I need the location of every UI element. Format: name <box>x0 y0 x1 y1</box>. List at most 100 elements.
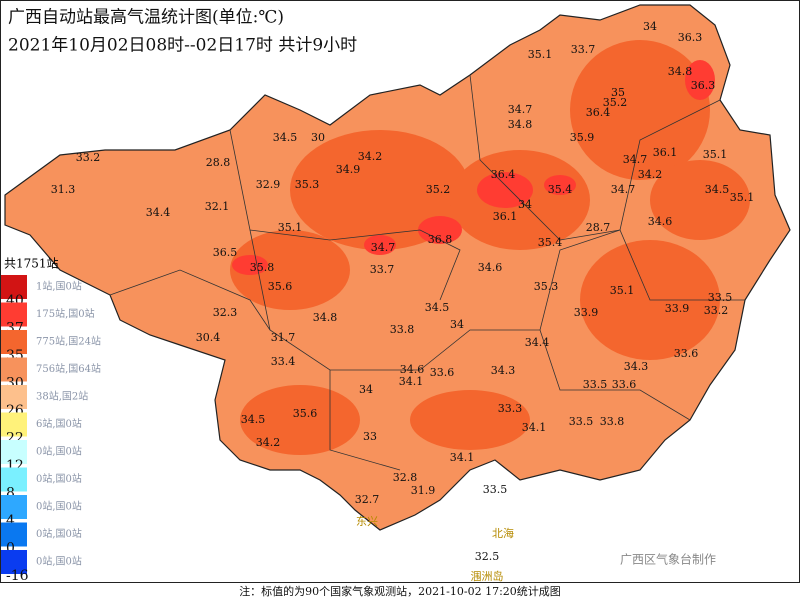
station-value: 32.9 <box>256 178 281 191</box>
legend-swatch <box>1 467 27 492</box>
station-value: 33.9 <box>665 302 690 315</box>
maker: 广西区气象台制作 <box>620 552 716 567</box>
station-value: 34.2 <box>638 168 663 181</box>
station-value: 34.1 <box>399 375 424 388</box>
legend-swatch <box>1 440 27 464</box>
legend-swatch <box>1 385 27 409</box>
legend-count: 6站,国0站 <box>36 417 82 430</box>
legend-swatch <box>1 550 27 574</box>
legend-count: 0站,国0站 <box>36 472 82 485</box>
station-value: 34.6 <box>400 363 425 376</box>
legend-swatch <box>1 357 27 382</box>
station-value: 30.4 <box>196 331 221 344</box>
station-value: 35.8 <box>250 261 275 274</box>
legend-swatch <box>1 275 27 299</box>
map-subtitle: 2021年10月02日08时--02日17时 共计9小时 <box>8 36 357 56</box>
legend-swatch <box>1 330 27 354</box>
station-value: 34.2 <box>358 150 383 163</box>
station-value: 34.6 <box>478 261 503 274</box>
footer-note: 注：标值的为90个国家气象观测站，2021-10-02 17:20统计成图 <box>239 584 561 598</box>
station-value: 36.5 <box>213 246 238 259</box>
legend-swatch <box>1 495 27 519</box>
station-value: 35.4 <box>538 236 563 249</box>
legend-swatch <box>1 522 27 547</box>
station-value: 34.8 <box>313 311 338 324</box>
station-value: 35.6 <box>268 280 293 293</box>
station-value: 28.8 <box>206 156 231 169</box>
station-value: 34.7 <box>623 153 648 166</box>
station-value: 35.2 <box>603 96 628 109</box>
station-value: 34.7 <box>371 241 396 254</box>
station-value: 35.1 <box>730 191 755 204</box>
station-value: 35.9 <box>570 131 595 144</box>
station-value: 34.8 <box>668 65 693 78</box>
station-value: 35 <box>611 86 625 99</box>
station-value: 34.5 <box>241 413 266 426</box>
station-value: 34.4 <box>146 206 171 219</box>
hot-areas <box>230 40 750 455</box>
station-value: 33.2 <box>76 151 101 164</box>
legend-count: 0站,国0站 <box>36 527 82 540</box>
place-name: 涠洲岛 <box>471 569 504 583</box>
station-value: 34 <box>359 383 373 396</box>
station-value: 34 <box>450 318 464 331</box>
station-value: 36.4 <box>586 106 611 119</box>
station-value: 30 <box>311 131 325 144</box>
station-value: 31.7 <box>271 331 296 344</box>
legend-count: 38站,国2站 <box>36 390 88 403</box>
legend-count: 756站,国64站 <box>36 362 101 375</box>
legend-threshold: -16 <box>6 568 29 584</box>
legend-count: 0站,国0站 <box>36 555 82 568</box>
station-value: 34.5 <box>425 301 450 314</box>
station-value: 33.5 <box>583 378 608 391</box>
station-value: 33.6 <box>612 378 637 391</box>
station-value: 33.3 <box>498 402 523 415</box>
station-value: 34.6 <box>648 215 673 228</box>
station-value: 34.3 <box>624 360 649 373</box>
station-value: 35.1 <box>278 221 303 234</box>
station-value: 34 <box>518 198 532 211</box>
legend-count: 1站,国0站 <box>36 280 82 293</box>
station-value: 34.7 <box>611 183 636 196</box>
station-value: 28.7 <box>586 221 611 234</box>
station-value: 35.3 <box>534 280 559 293</box>
station-value: 31.9 <box>411 484 436 497</box>
station-value: 33.4 <box>271 355 296 368</box>
station-value: 34.4 <box>525 336 550 349</box>
station-value: 36.3 <box>691 79 716 92</box>
legend: 1站,国0站40175站,国0站37775站,国24站35756站,国64站30… <box>1 275 101 584</box>
station-value: 32.3 <box>213 306 238 319</box>
station-value: 35.1 <box>528 48 553 61</box>
station-value: 33.7 <box>571 43 596 56</box>
legend-count: 775站,国24站 <box>36 335 101 348</box>
station-value: 33 <box>363 430 377 443</box>
province-map <box>4 4 791 531</box>
station-value: 36.1 <box>653 146 678 159</box>
station-value: 33.2 <box>704 304 729 317</box>
legend-count: 0站,国0站 <box>36 445 82 458</box>
legend-swatch <box>1 302 27 327</box>
station-value: 33.5 <box>708 291 733 304</box>
legend-swatch <box>1 412 27 437</box>
station-value: 33.8 <box>390 323 415 336</box>
station-value: 34.2 <box>256 436 281 449</box>
station-value: 34.3 <box>491 364 516 377</box>
station-value: 32.5 <box>475 550 500 563</box>
station-value: 35.2 <box>426 183 451 196</box>
station-value: 34 <box>643 20 657 33</box>
legend-threshold: 4 <box>6 513 15 529</box>
map-title: 广西自动站最高气温统计图(单位:℃) <box>8 8 284 28</box>
station-value: 34.1 <box>450 451 475 464</box>
station-value: 35.1 <box>703 148 728 161</box>
station-value: 34.8 <box>508 118 533 131</box>
station-value: 35.6 <box>293 407 318 420</box>
station-value: 34.5 <box>273 131 298 144</box>
station-value: 34.7 <box>508 103 533 116</box>
station-value: 32.8 <box>393 471 418 484</box>
legend-threshold: 0 <box>6 541 15 557</box>
station-value: 33.6 <box>674 347 699 360</box>
station-value: 33.9 <box>574 306 599 319</box>
station-value: 34.9 <box>336 163 361 176</box>
